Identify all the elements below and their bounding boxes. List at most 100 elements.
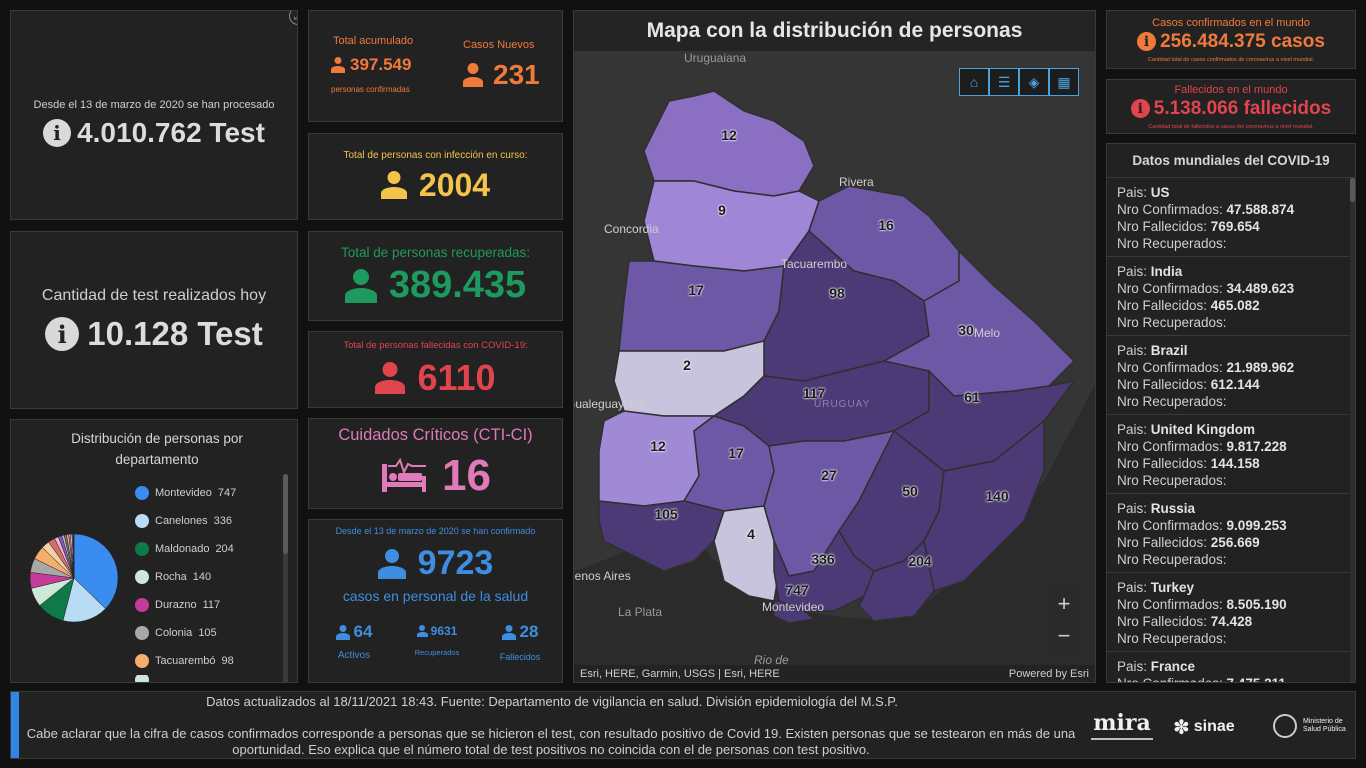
legend-label: Tacuarembó <box>155 655 216 667</box>
seal-icon <box>1273 714 1297 738</box>
legend-list-icon[interactable]: ☰ <box>989 68 1019 96</box>
legend-swatch <box>135 626 149 640</box>
layers-icon[interactable]: ◈ <box>1019 68 1049 96</box>
person-icon <box>416 625 428 637</box>
zoom-in-button[interactable]: + <box>1049 589 1079 619</box>
world-deaths-sub: Cantidad total de fallecidos a causa del… <box>1148 123 1314 130</box>
distribution-title: Distribución de personas por departament… <box>71 431 243 467</box>
world-list-item[interactable]: Pais: FranceNro Confirmados: 7.475.211 <box>1107 652 1349 682</box>
dept-value-label: 204 <box>908 553 932 569</box>
dept-value-label: 336 <box>811 551 835 567</box>
world-list-item[interactable]: Pais: Russia Nro Confirmados: 9.099.253 Nr… <box>1107 494 1349 573</box>
health-staff-active: 64 Activos <box>329 622 379 661</box>
critical-care-card: Cuidados Críticos (CTI-CI) 16 <box>308 418 563 509</box>
world-list-scrollbar[interactable] <box>1350 178 1355 682</box>
place-label: URUGUAY <box>814 399 871 410</box>
dept-maldonado <box>858 539 935 622</box>
dept-value-label: 50 <box>902 483 918 499</box>
legend-value: 98 <box>221 655 234 667</box>
map-panel[interactable]: Mapa con la distribución de personas 12 9… <box>573 10 1096 683</box>
home-icon[interactable]: ⌂ <box>959 68 989 96</box>
recovered-card: Total de personas recuperadas: 389.435 <box>308 231 563 321</box>
health-staff-value: 9723 <box>417 544 494 582</box>
legend-item[interactable]: Canelones 336 <box>135 507 280 535</box>
active-infections-card: Total de personas con infección en curso… <box>308 133 563 220</box>
dept-value-label: 30 <box>958 322 974 338</box>
pie-slice[interactable] <box>62 577 106 623</box>
critical-care-value: 16 <box>442 451 491 500</box>
info-icon: i <box>1137 32 1157 51</box>
pie-slice[interactable] <box>73 533 119 610</box>
sinae-logo: ✽ sinae <box>1173 716 1235 739</box>
person-icon <box>344 268 377 303</box>
legend-item[interactable]: Tacuarembó 98 <box>135 647 280 675</box>
total-accumulated-value: 397.549 <box>350 55 412 74</box>
legend-label: Maldonado <box>155 543 210 555</box>
dept-value-label: 105 <box>654 506 678 522</box>
critical-care-label: Cuidados Críticos (CTI-CI) <box>338 426 533 444</box>
person-icon <box>463 63 483 87</box>
world-list-item[interactable]: Pais: US Nro Confirmados: 47.588.874 Nro F… <box>1107 178 1349 257</box>
active-infections-value: 2004 <box>418 166 491 203</box>
world-list-item[interactable]: Pais: Brazil Nro Confirmados: 21.989.962 N… <box>1107 336 1349 415</box>
legend-item[interactable]: Rocha 140 <box>135 563 280 591</box>
powered-by-esri[interactable]: Powered by Esri <box>1008 668 1089 680</box>
map-attribution[interactable]: Esri, HERE, Garmin, USGS | Esri, HERE <box>580 668 780 680</box>
legend-item[interactable]: Durazno 117 <box>135 591 280 619</box>
health-staff-caption: Desde el 13 de marzo de 2020 se han conf… <box>335 526 536 536</box>
dept-value-label: 16 <box>878 217 894 233</box>
person-icon <box>335 624 350 640</box>
world-list[interactable]: Pais: US Nro Confirmados: 47.588.874 Nro F… <box>1107 178 1349 682</box>
cases-card: Total acumulado 397.549 personas confirm… <box>308 10 563 122</box>
world-cases-sub: Cantidad total de casos confirmados de c… <box>1147 56 1315 63</box>
tests-today-caption: Cantidad de test realizados hoy <box>41 287 267 304</box>
world-list-item[interactable]: Pais: United Kingdom Nro Confirmados: 9.8… <box>1107 415 1349 494</box>
recovered-label: Total de personas recuperadas: <box>340 245 531 260</box>
place-label: Rio de <box>754 653 789 667</box>
legend-item[interactable]: Montevideo 747 <box>135 479 280 507</box>
tests-total-caption: Desde el 13 de marzo de 2020 se han proc… <box>33 99 275 111</box>
place-label: Uruguaiana <box>684 51 747 65</box>
health-staff-sub: casos en personal de la salud <box>342 588 529 604</box>
legend-label: Durazno <box>155 599 197 611</box>
world-cases-label: Casos confirmados en el mundo <box>1152 16 1310 29</box>
footer: Datos actualizados al 18/11/2021 18:43. … <box>10 691 1356 759</box>
legend-swatch <box>135 486 149 500</box>
legend-swatch <box>135 598 149 612</box>
dept-value-label: 12 <box>650 438 666 454</box>
legend-item[interactable]: Maldonado 204 <box>135 535 280 563</box>
uruguay-map[interactable] <box>574 51 1096 683</box>
world-cases-value: 256.484.375 casos <box>1160 30 1325 52</box>
deceased-card: Total de personas fallecidas con COVID-1… <box>308 331 563 408</box>
tests-today-card: Cantidad de test realizados hoy i 10.128… <box>10 231 298 409</box>
legend-value: 140 <box>192 571 212 583</box>
legend-label: Montevideo <box>155 487 212 499</box>
world-list-item[interactable]: Pais: Turkey Nro Confirmados: 8.505.190 Nr… <box>1107 573 1349 652</box>
legend-item[interactable]: Colonia 105 <box>135 619 280 647</box>
info-icon: i <box>45 317 80 351</box>
dept-value-label: 17 <box>688 282 704 298</box>
world-list-card: Datos mundiales del COVID-19 Pais: US Nro… <box>1106 143 1356 683</box>
world-list-item[interactable]: Pais: India Nro Confirmados: 34.489.623 Nr… <box>1107 257 1349 336</box>
health-staff-deceased: 28 Fallecidos <box>499 622 541 662</box>
legend-scrollbar[interactable] <box>283 474 288 682</box>
legend-swatch <box>135 654 149 668</box>
dept-rocha <box>923 419 1045 592</box>
legend-item[interactable] <box>135 675 280 682</box>
legend-swatch <box>135 570 149 584</box>
total-accumulated-label: Total acumulado <box>333 35 414 47</box>
expand-icon[interactable]: ⤢ <box>289 11 297 25</box>
dept-value-label: 2 <box>683 357 691 373</box>
new-cases-value: 231 <box>493 59 540 90</box>
footer-accent-bar <box>11 692 19 758</box>
footer-updated: Datos actualizados al 18/11/2021 18:43. … <box>206 694 898 709</box>
zoom-out-button[interactable]: − <box>1049 621 1079 651</box>
basemap-gallery-icon[interactable]: ▦ <box>1049 68 1079 96</box>
dept-value-label: 4 <box>747 526 755 542</box>
dept-value-label: 17 <box>728 445 744 461</box>
place-label: Rivera <box>839 175 874 189</box>
dept-value-label: 140 <box>985 488 1009 504</box>
footer-note: Cabe aclarar que la cifra de casos confi… <box>26 726 1076 757</box>
total-accumulated-sub: personas confirmadas <box>331 85 410 94</box>
map-title: Mapa con la distribución de personas <box>574 11 1095 51</box>
